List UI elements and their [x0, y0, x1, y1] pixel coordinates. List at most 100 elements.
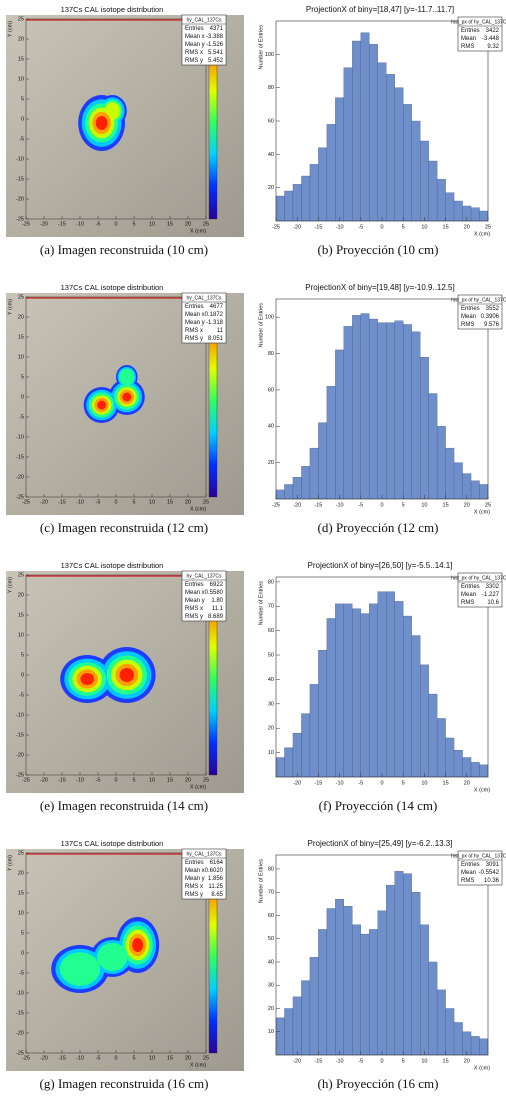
y-tick-label: 20 — [268, 1006, 274, 1012]
x-axis-label: X (cm) — [190, 1062, 206, 1068]
stats-label: RMS y — [185, 614, 203, 620]
y-tick-label: -15 — [16, 732, 24, 738]
stats-value: 1.80 — [211, 598, 223, 604]
stats-label: RMS x — [185, 606, 203, 612]
x-tick-label: 10 — [149, 499, 155, 505]
intensity-region — [119, 368, 135, 386]
y-tick-label: -20 — [16, 752, 24, 758]
x-tick-label: -20 — [40, 499, 48, 505]
x-tick-label: -10 — [76, 221, 84, 227]
histogram-bar — [445, 192, 455, 222]
histogram-bar — [318, 650, 328, 778]
histogram-bar — [411, 635, 421, 778]
histogram-bar — [352, 924, 361, 1056]
x-tick-label: -15 — [58, 1055, 66, 1061]
stats-value: -1.318 — [206, 320, 224, 326]
intensity-region — [97, 943, 128, 971]
y-tick-label: 70 — [268, 604, 274, 610]
histogram-bar — [394, 320, 404, 500]
histogram-bar — [292, 732, 302, 778]
histogram-bar — [420, 924, 429, 1056]
stats-value: 0.3906 — [481, 314, 500, 320]
histogram-bar — [377, 591, 387, 778]
histogram-bar — [436, 426, 446, 500]
y-tick-label: 25 — [18, 572, 24, 578]
caption: (g) Imagen reconstruida (16 cm) — [40, 1076, 209, 1091]
y-tick-label: 60 — [268, 118, 274, 124]
stats-value: 3091 — [486, 862, 500, 868]
histogram-bar — [403, 615, 412, 778]
stats-name: hist_px of hy_CAL_137Cs — [451, 853, 506, 859]
y-tick-label: -15 — [16, 176, 24, 182]
x-tick-label: 10 — [421, 502, 427, 508]
x-tick-label: -20 — [293, 780, 301, 786]
x-axis-label: X (cm) — [474, 509, 490, 515]
color-bar — [208, 336, 218, 498]
y-tick-label: -5 — [19, 970, 24, 976]
histogram-bar — [453, 462, 463, 500]
stats-label: Entries — [461, 28, 480, 34]
x-tick-label: 10 — [149, 777, 155, 783]
histogram-bar — [284, 1008, 294, 1056]
histogram-bar — [309, 684, 319, 778]
x-tick-label: 0 — [380, 780, 383, 786]
histogram-bar — [394, 601, 404, 778]
histogram-bar — [326, 618, 336, 778]
intensity-region — [59, 952, 101, 986]
stats-name: hist_px of hy_CAL_137Cs — [451, 19, 506, 25]
y-tick-label: 10 — [18, 76, 24, 82]
y-tick-label: 50 — [268, 653, 274, 659]
stats-value: 10.6 — [487, 600, 499, 606]
y-tick-label: 10 — [18, 354, 24, 360]
y-tick-label: 40 — [268, 959, 274, 965]
x-tick-label: 20 — [185, 499, 191, 505]
y-tick-label: -10 — [16, 990, 24, 996]
x-tick-label: 20 — [464, 224, 470, 230]
y-tick-label: 5 — [21, 930, 24, 936]
y-tick-label: 40 — [268, 152, 274, 158]
stats-label: Mean y — [185, 598, 205, 604]
x-tick-label: 15 — [167, 777, 173, 783]
color-bar — [208, 58, 218, 220]
x-axis-label: X (cm) — [474, 231, 490, 237]
stats-value: 11.1 — [212, 606, 224, 612]
x-tick-label: -10 — [336, 224, 344, 230]
histogram-bar — [453, 1022, 463, 1056]
image-title: 137Cs CAL isotope distribution — [61, 5, 164, 14]
caption: (e) Imagen reconstruida (14 cm) — [40, 798, 208, 813]
histogram-bar — [386, 74, 395, 222]
histogram-bar — [369, 603, 378, 778]
caption: (b) Proyección (10 cm) — [318, 242, 439, 257]
stats-label: Entries — [461, 306, 480, 312]
stats-box — [181, 14, 227, 66]
x-axis-label: X (cm) — [474, 1065, 490, 1071]
intensity-region — [132, 938, 144, 952]
histogram-bar — [318, 147, 328, 222]
histogram-bar — [453, 200, 463, 222]
y-tick-label: 0 — [21, 672, 24, 678]
histogram-title: ProjectionX of biny=[25,49] [y=-6.2..13.… — [308, 839, 453, 848]
x-tick-label: -25 — [22, 221, 30, 227]
histogram-bar — [428, 160, 438, 222]
stats-value: 9.32 — [487, 44, 499, 50]
y-axis-label: Number of Entries — [258, 581, 264, 626]
stats-label: RMS — [461, 322, 474, 328]
y-tick-label: 60 — [268, 387, 274, 393]
x-tick-label: -20 — [40, 221, 48, 227]
x-tick-label: -15 — [314, 502, 322, 508]
y-tick-label: 70 — [268, 890, 274, 896]
y-axis-label: Number of Entries — [258, 25, 264, 70]
stats-value: -3.448 — [482, 36, 500, 42]
histogram-bar — [309, 164, 319, 222]
x-tick-label: 5 — [402, 502, 405, 508]
stats-value: 5.452 — [208, 58, 224, 64]
y-axis-label: Y (cm) — [7, 855, 13, 871]
histogram-bar — [309, 957, 319, 1056]
stats-value: 8.051 — [208, 336, 224, 342]
stats-value: 3422 — [486, 28, 500, 34]
histogram-bar — [352, 40, 361, 222]
stats-box — [181, 292, 227, 344]
histogram-bar — [343, 326, 353, 500]
stats-label: Mean — [461, 36, 476, 42]
